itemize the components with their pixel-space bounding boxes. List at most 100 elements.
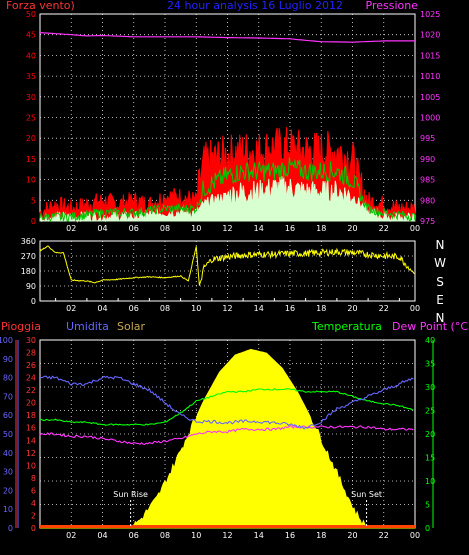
p3-temperature-tick-label: 10 xyxy=(425,477,435,486)
p1-wind-tick-label: 40 xyxy=(26,51,36,60)
p3-rain-tick-label: 80 xyxy=(3,374,13,383)
p3-humidity-tick-label: 8 xyxy=(31,474,36,483)
p2-x-tick-label: 14 xyxy=(254,304,264,313)
p1-x-tick-label: 00 xyxy=(410,224,420,233)
p3-temperature-tick-label: 5 xyxy=(425,501,430,510)
humidity-series xyxy=(39,375,414,430)
p3-x-tick-label: 20 xyxy=(347,531,357,540)
p3-x-tick-label: 16 xyxy=(285,531,295,540)
p3-rain-tick-label: 60 xyxy=(3,411,13,420)
p2-x-tick-label: 22 xyxy=(379,304,389,313)
p1-pressure-tick-label: 975 xyxy=(420,217,435,226)
p3-humidity-tick-label: 24 xyxy=(26,374,36,383)
p3-temperature-tick-label: 30 xyxy=(425,383,435,392)
p2-direction-tick-label: 270 xyxy=(21,252,36,261)
p3-humidity-tick-label: 12 xyxy=(26,449,36,458)
p1-pressure-tick-label: 1000 xyxy=(420,114,440,123)
p3-x-tick-label: 12 xyxy=(222,531,232,540)
p2-x-tick-label: 00 xyxy=(410,304,420,313)
p3-rain-tick-label: 10 xyxy=(3,505,13,514)
p2-direction-tick-label: 360 xyxy=(21,237,36,246)
p3-humidity-tick-label: 2 xyxy=(31,511,36,520)
p3-humidity-tick-label: 0 xyxy=(31,524,36,533)
p1-x-tick-label: 16 xyxy=(285,224,295,233)
p3-humidity-tick-label: 26 xyxy=(26,361,36,370)
p3-rain-tick-label: 20 xyxy=(3,486,13,495)
p1-wind-tick-label: 50 xyxy=(26,10,36,19)
p1-x-tick-label: 14 xyxy=(254,224,264,233)
wind-strength-axis-title: Forza vento) xyxy=(6,0,75,12)
p2-x-tick-label: 02 xyxy=(66,304,76,313)
sun-rise-label: Sun Rise xyxy=(113,490,148,499)
p3-x-tick-label: 18 xyxy=(316,531,326,540)
direction-label-n-top: N xyxy=(436,238,445,252)
p3-humidity-tick-label: 22 xyxy=(26,386,36,395)
rain-axis-title: Pioggia xyxy=(1,320,41,333)
p2-x-tick-label: 16 xyxy=(285,304,295,313)
pressure-axis-title: Pressione xyxy=(366,0,419,12)
wind-direction-series xyxy=(39,245,415,286)
pressure-series xyxy=(39,32,415,43)
p1-wind-tick-label: 5 xyxy=(31,196,36,205)
p1-wind-tick-label: 15 xyxy=(26,155,36,164)
dew-point-axis-title: Dew Point (°C) xyxy=(392,320,469,333)
temperature-series xyxy=(39,388,414,426)
p1-wind-tick-label: 25 xyxy=(26,114,36,123)
p3-humidity-tick-label: 30 xyxy=(26,336,36,345)
p3-x-tick-label: 04 xyxy=(97,531,107,540)
p1-pressure-tick-label: 1025 xyxy=(420,10,440,19)
p3-rain-tick-label: 90 xyxy=(3,355,13,364)
p3-temperature-tick-label: 35 xyxy=(425,360,435,369)
p2-direction-tick-label: 180 xyxy=(21,267,36,276)
solar-axis-title: Solar xyxy=(117,320,146,333)
p3-humidity-tick-label: 14 xyxy=(26,436,36,445)
p3-rain-tick-label: 50 xyxy=(3,430,13,439)
p1-wind-tick-label: 20 xyxy=(26,134,36,143)
p2-x-tick-label: 08 xyxy=(160,304,170,313)
humidity-axis-title: Umidita xyxy=(66,320,109,333)
p1-pressure-tick-label: 1015 xyxy=(420,51,440,60)
p3-humidity-tick-label: 16 xyxy=(26,424,36,433)
p3-humidity-tick-label: 6 xyxy=(31,486,36,495)
p1-pressure-tick-label: 990 xyxy=(420,155,435,164)
p3-rain-tick-label: 40 xyxy=(3,449,13,458)
p3-humidity-tick-label: 4 xyxy=(31,499,36,508)
chart-title: 24 hour analysis 16 Luglio 2012 xyxy=(167,0,343,12)
p1-x-tick-label: 02 xyxy=(66,224,76,233)
p3-x-tick-label: 02 xyxy=(66,531,76,540)
p1-x-tick-label: 04 xyxy=(97,224,107,233)
direction-label-w: W xyxy=(434,256,446,270)
p2-x-tick-label: 10 xyxy=(191,304,201,313)
p1-wind-tick-label: 35 xyxy=(26,72,36,81)
wind-minimum-series xyxy=(39,176,416,223)
p1-pressure-tick-label: 995 xyxy=(420,134,435,143)
p3-temperature-tick-label: 20 xyxy=(425,430,435,439)
direction-label-e: E xyxy=(436,293,444,307)
p1-pressure-tick-label: 1010 xyxy=(420,72,440,81)
p3-humidity-tick-label: 10 xyxy=(26,461,36,470)
p1-x-tick-label: 22 xyxy=(379,224,389,233)
p2-x-tick-label: 06 xyxy=(129,304,139,313)
dew-point-series xyxy=(39,425,414,445)
p2-direction-tick-label: 0 xyxy=(31,297,36,306)
p1-wind-tick-label: 30 xyxy=(26,93,36,102)
p3-rain-tick-label: 70 xyxy=(3,392,13,401)
p1-x-tick-label: 18 xyxy=(316,224,326,233)
wind-average-series xyxy=(39,157,416,223)
p3-temperature-tick-label: 15 xyxy=(425,454,435,463)
p3-humidity-tick-label: 20 xyxy=(26,399,36,408)
p3-rain-tick-label: 30 xyxy=(3,468,13,477)
p1-wind-tick-label: 45 xyxy=(26,31,36,40)
p3-x-tick-label: 00 xyxy=(410,531,420,540)
p1-x-tick-label: 06 xyxy=(129,224,139,233)
p3-x-tick-label: 10 xyxy=(191,531,201,540)
p3-rain-tick-label: 0 xyxy=(8,524,13,533)
sun-set-label: Sun Set xyxy=(351,490,382,499)
direction-label-n-bottom: N xyxy=(436,311,445,325)
p3-humidity-tick-label: 28 xyxy=(26,349,36,358)
weather-conditions-panel: 02 04 06 08 10 12 14 16 18 20 22 000102030405060708… xyxy=(0,336,435,540)
p3-x-tick-label: 06 xyxy=(129,531,139,540)
p3-temperature-tick-label: 25 xyxy=(425,407,435,416)
p1-x-tick-label: 12 xyxy=(222,224,232,233)
